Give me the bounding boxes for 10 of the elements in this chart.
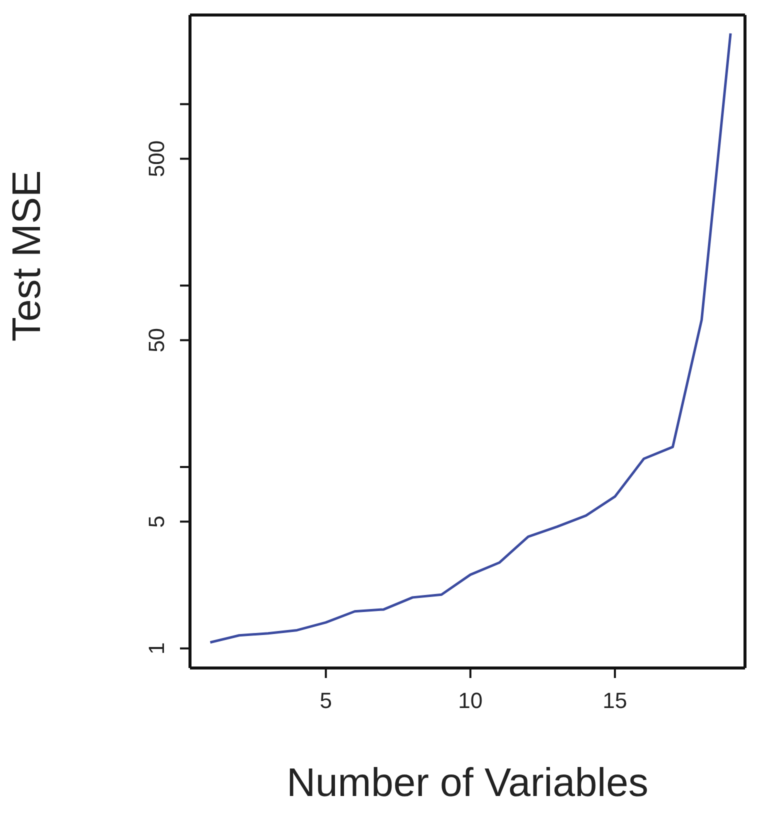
- y-tick-label: 1: [144, 642, 169, 655]
- x-tick-label: 5: [320, 688, 332, 713]
- y-tick-label: 5: [144, 515, 169, 528]
- line-series: [208, 32, 732, 644]
- y-tick-label: 500: [144, 140, 169, 178]
- x-tick-label: 10: [458, 688, 483, 713]
- y-tick-label: 50: [144, 328, 169, 352]
- y-axis-title: Test MSE: [5, 170, 50, 342]
- x-tick-label: 15: [602, 688, 628, 713]
- x-axis-title: Number of Variables: [286, 761, 648, 805]
